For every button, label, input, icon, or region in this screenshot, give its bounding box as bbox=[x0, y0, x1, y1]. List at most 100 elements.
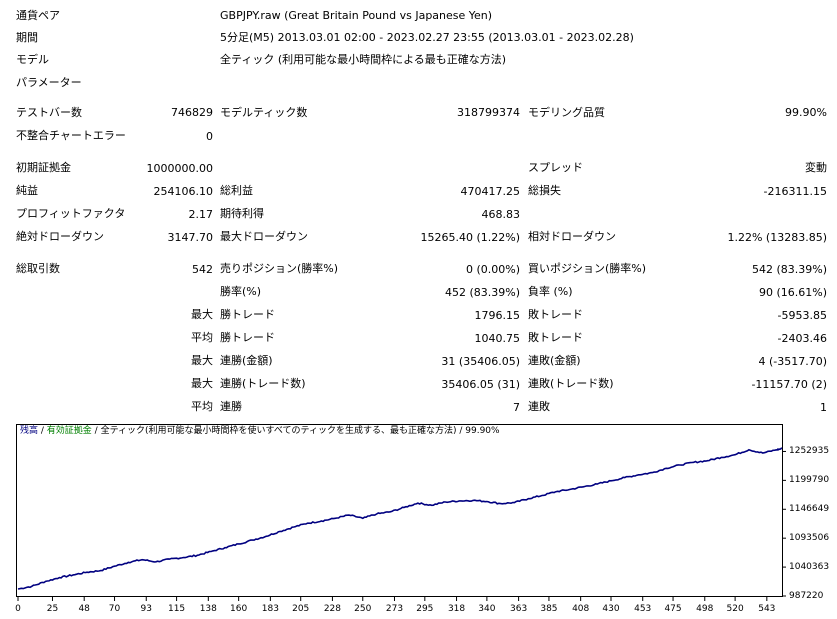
abs-drawdown-label: 絶対ドローダウン bbox=[16, 230, 104, 243]
balance-chart bbox=[16, 424, 783, 597]
x-tick-label: 273 bbox=[385, 604, 404, 614]
legend-separator: / bbox=[38, 426, 47, 436]
max-label: 最大 bbox=[191, 308, 213, 321]
avg-loss-trade-label: 敗トレード bbox=[528, 331, 583, 344]
payoff-value: 468.83 bbox=[481, 208, 521, 221]
x-tick-label: 340 bbox=[478, 604, 496, 614]
spread-value: 変動 bbox=[805, 161, 827, 174]
mismatch-label: 不整合チャートエラー bbox=[16, 129, 126, 142]
avg-consec-win-value: 7 bbox=[513, 401, 520, 414]
x-tick-label: 0 bbox=[15, 604, 21, 614]
symbol-value: GBPJPY.raw (Great Britain Pound vs Japan… bbox=[220, 9, 493, 22]
x-tick-label: 183 bbox=[261, 604, 279, 614]
long-positions-value: 542 (83.39%) bbox=[751, 263, 827, 276]
params-label: パラメーター bbox=[16, 76, 82, 89]
rel-drawdown-value: 1.22% (13283.85) bbox=[727, 231, 827, 244]
consec-loss-money-value: 4 (-3517.70) bbox=[758, 355, 827, 368]
x-tick-label: 138 bbox=[199, 604, 217, 614]
y-tick-label: 987220 bbox=[789, 591, 824, 601]
loss-rate-value: 90 (16.61%) bbox=[758, 286, 827, 299]
gross-profit-label: 総利益 bbox=[220, 184, 253, 197]
max-drawdown-value: 15265.40 (1.22%) bbox=[420, 231, 520, 244]
ticks-label: モデルティック数 bbox=[220, 106, 308, 119]
total-trades-label: 総取引数 bbox=[16, 262, 60, 275]
max-loss-trade-label: 敗トレード bbox=[528, 308, 583, 321]
spread-label: スプレッド bbox=[528, 161, 583, 174]
x-tick-label: 115 bbox=[167, 604, 186, 614]
gross-loss-label: 総損失 bbox=[528, 184, 561, 197]
max-loss-trade-value: -5953.85 bbox=[777, 309, 827, 322]
x-tick-label: 363 bbox=[510, 604, 528, 614]
consec-win-money-value: 31 (35406.05) bbox=[441, 355, 520, 368]
short-positions-value: 0 (0.00%) bbox=[465, 263, 520, 276]
chart-legend: 残高 / 有効証拠金 / 全ティック(利用可能な最小時間枠を使いすべてのティック… bbox=[20, 426, 500, 437]
max-label: 最大 bbox=[191, 354, 213, 367]
gross-loss-value: -216311.15 bbox=[763, 185, 827, 198]
consec-loss-count-value: -11157.70 (2) bbox=[751, 378, 827, 391]
profit-factor-value: 2.17 bbox=[188, 208, 214, 221]
payoff-label: 期待利得 bbox=[220, 207, 264, 220]
quality-label: モデリング品質 bbox=[528, 106, 605, 119]
x-tick-label: 25 bbox=[46, 604, 59, 614]
y-tick-label: 1040363 bbox=[789, 562, 830, 573]
x-tick-label: 205 bbox=[292, 604, 310, 614]
x-tick-label: 543 bbox=[758, 604, 776, 614]
x-tick-label: 453 bbox=[634, 604, 652, 614]
rel-drawdown-label: 相対ドローダウン bbox=[528, 230, 616, 243]
consec-win-count-value: 35406.05 (31) bbox=[441, 378, 520, 391]
x-tick-label: 93 bbox=[140, 604, 152, 614]
x-tick-label: 250 bbox=[354, 604, 372, 614]
avg-label: 平均 bbox=[191, 400, 213, 413]
x-tick-label: 430 bbox=[602, 604, 620, 614]
consec-loss-count-label: 連敗(トレード数) bbox=[528, 377, 614, 390]
x-tick-label: 498 bbox=[696, 604, 714, 614]
x-tick-label: 70 bbox=[108, 604, 121, 614]
bars-label: テストバー数 bbox=[16, 106, 82, 119]
avg-loss-trade-value: -2403.46 bbox=[777, 332, 827, 345]
consec-win-money-label: 連勝(金額) bbox=[220, 354, 273, 367]
x-tick-label: 318 bbox=[447, 604, 466, 614]
avg-consec-loss-label: 連敗 bbox=[528, 400, 550, 413]
y-tick-label: 1199790 bbox=[789, 475, 830, 486]
avg-consec-loss-value: 1 bbox=[820, 401, 827, 414]
legend-separator: / bbox=[91, 426, 101, 436]
total-trades-value: 542 bbox=[192, 263, 213, 276]
legend-description: 全ティック(利用可能な最小時間枠を使いすべてのティックを生成する、最も正確な方法… bbox=[100, 426, 500, 436]
symbol-label: 通貨ペア bbox=[16, 9, 60, 22]
deposit-label: 初期証拠金 bbox=[16, 161, 71, 174]
y-tick-label: 1252935 bbox=[789, 446, 830, 457]
mismatch-value: 0 bbox=[206, 130, 213, 143]
long-positions-label: 買いポジション(勝率%) bbox=[528, 262, 647, 275]
x-tick-label: 408 bbox=[572, 604, 590, 614]
model-value: 全ティック (利用可能な最小時間枠による最も正確な方法) bbox=[220, 53, 507, 66]
x-tick-label: 295 bbox=[416, 604, 434, 614]
max-label: 最大 bbox=[191, 377, 213, 390]
model-label: モデル bbox=[16, 53, 49, 66]
period-value: 5分足(M5) 2013.03.01 02:00 - 2023.02.27 23… bbox=[220, 31, 634, 44]
quality-value: 99.90% bbox=[785, 106, 827, 119]
avg-consec-win-label: 連勝 bbox=[220, 400, 242, 413]
consec-win-count-label: 連勝(トレード数) bbox=[220, 377, 306, 390]
legend-balance: 残高 bbox=[20, 426, 39, 436]
period-label: 期間 bbox=[16, 31, 38, 44]
max-win-trade-value: 1796.15 bbox=[474, 309, 521, 322]
x-tick-label: 48 bbox=[78, 604, 90, 614]
y-tick-label: 1093506 bbox=[789, 533, 830, 544]
x-tick-label: 385 bbox=[540, 604, 558, 614]
win-rate-value: 452 (83.39%) bbox=[444, 286, 520, 299]
max-drawdown-label: 最大ドローダウン bbox=[220, 230, 308, 243]
deposit-value: 1000000.00 bbox=[146, 162, 213, 175]
net-label: 純益 bbox=[16, 184, 38, 197]
x-tick-label: 160 bbox=[230, 604, 248, 614]
avg-win-trade-label: 勝トレード bbox=[220, 331, 275, 344]
profit-factor-label: プロフィットファクタ bbox=[16, 207, 126, 220]
bars-value: 746829 bbox=[171, 106, 213, 119]
gross-profit-value: 470417.25 bbox=[460, 185, 521, 198]
consec-loss-money-label: 連敗(金額) bbox=[528, 354, 581, 367]
y-tick-label: 1146649 bbox=[789, 504, 830, 515]
x-tick-label: 228 bbox=[323, 604, 342, 614]
avg-label: 平均 bbox=[191, 331, 213, 344]
net-value: 254106.10 bbox=[153, 185, 214, 198]
win-rate-label: 勝率(%) bbox=[220, 285, 262, 298]
